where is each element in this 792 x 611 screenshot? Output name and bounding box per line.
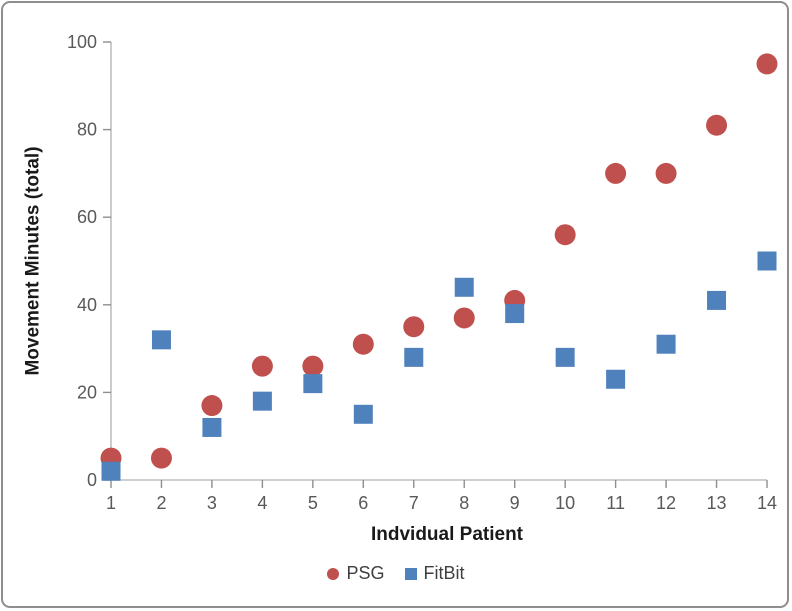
fitbit-point xyxy=(454,277,474,297)
fitbit-point xyxy=(707,290,727,310)
x-tick-label: 8 xyxy=(459,493,469,513)
fitbit-point xyxy=(757,251,777,271)
psg-point xyxy=(201,395,223,417)
y-tick-label: 80 xyxy=(77,120,97,140)
legend-item-fitbit: FitBit xyxy=(404,563,465,584)
x-tick-label: 3 xyxy=(207,493,217,513)
y-tick-label: 60 xyxy=(77,207,97,227)
fitbit-square-icon xyxy=(404,567,417,580)
psg-point xyxy=(352,333,374,355)
fitbit-point xyxy=(252,391,272,411)
x-tick-label: 7 xyxy=(409,493,419,513)
y-tick-label: 100 xyxy=(67,32,97,52)
x-tick-label: 2 xyxy=(156,493,166,513)
x-tick-label: 14 xyxy=(757,493,777,513)
x-tick-label: 10 xyxy=(555,493,575,513)
legend-label-fitbit: FitBit xyxy=(423,563,465,583)
psg-point xyxy=(605,162,627,184)
psg-point xyxy=(251,355,273,377)
psg-point xyxy=(302,355,324,377)
fitbit-point xyxy=(151,330,171,350)
x-tick-label: 12 xyxy=(656,493,676,513)
psg-point xyxy=(706,114,728,136)
x-tick-label: 1 xyxy=(106,493,116,513)
fitbit-point xyxy=(505,304,525,324)
legend-label-psg: PSG xyxy=(346,563,385,583)
y-tick-label: 20 xyxy=(77,382,97,402)
fitbit-point xyxy=(353,404,373,424)
x-tick-label: 9 xyxy=(510,493,520,513)
fitbit-point xyxy=(606,369,626,389)
psg-point xyxy=(655,162,677,184)
fitbit-point xyxy=(303,374,323,394)
psg-point xyxy=(150,447,172,469)
fitbit-point xyxy=(404,347,424,367)
y-tick-label: 40 xyxy=(77,295,97,315)
psg-point xyxy=(554,224,576,246)
psg-point xyxy=(453,307,475,329)
x-tick-label: 6 xyxy=(358,493,368,513)
legend: PSG FitBit xyxy=(0,563,792,584)
x-axis-title: Indvidual Patient xyxy=(370,524,524,545)
x-tick-label: 11 xyxy=(606,493,625,513)
psg-point xyxy=(756,53,778,75)
fitbit-point xyxy=(202,417,222,437)
fitbit-point xyxy=(101,461,121,481)
legend-item-psg: PSG xyxy=(327,563,385,584)
y-tick-label: 0 xyxy=(87,470,97,490)
fitbit-point xyxy=(656,334,676,354)
x-tick-label: 13 xyxy=(707,493,727,513)
psg-circle-icon xyxy=(327,567,340,580)
psg-point xyxy=(403,316,425,338)
x-tick-label: 4 xyxy=(257,493,267,513)
fitbit-point xyxy=(555,347,575,367)
x-tick-label: 5 xyxy=(308,493,318,513)
